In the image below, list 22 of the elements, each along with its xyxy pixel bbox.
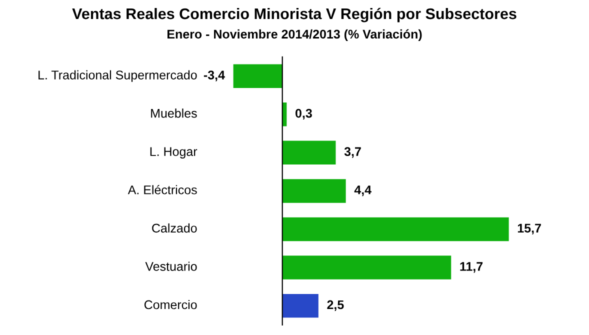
y-tick-label: A. Eléctricos — [128, 184, 197, 194]
y-tick-label: L. Tradicional Supermercado — [38, 70, 197, 82]
y-tick-label: Calzado — [152, 223, 197, 233]
data-label: 0,3 — [296, 108, 312, 120]
y-tick-label: Comercio — [144, 300, 197, 310]
y-tick-label: L. Hogar — [150, 147, 198, 158]
y-tick-label: Vestuario — [145, 262, 197, 271]
bar — [282, 256, 452, 280]
data-label: 4,4 — [354, 186, 372, 196]
chart-subtitle: Enero - Noviembre 2014/2013 (% Variación) — [168, 29, 422, 42]
bar — [282, 140, 336, 165]
data-label: 2,5 — [327, 300, 344, 311]
bar — [282, 217, 509, 242]
data-label: 15,7 — [518, 224, 541, 234]
chart-title: Ventas Reales Comercio Minorista V Región por Subsectores — [72, 8, 516, 22]
bar — [233, 64, 282, 88]
data-label: 11,7 — [460, 262, 483, 273]
bar — [282, 179, 346, 203]
data-label: 3,7 — [344, 147, 361, 158]
bar — [282, 294, 318, 318]
y-tick-label: Muebles — [151, 108, 197, 118]
data-label: -3,4 — [204, 70, 225, 82]
